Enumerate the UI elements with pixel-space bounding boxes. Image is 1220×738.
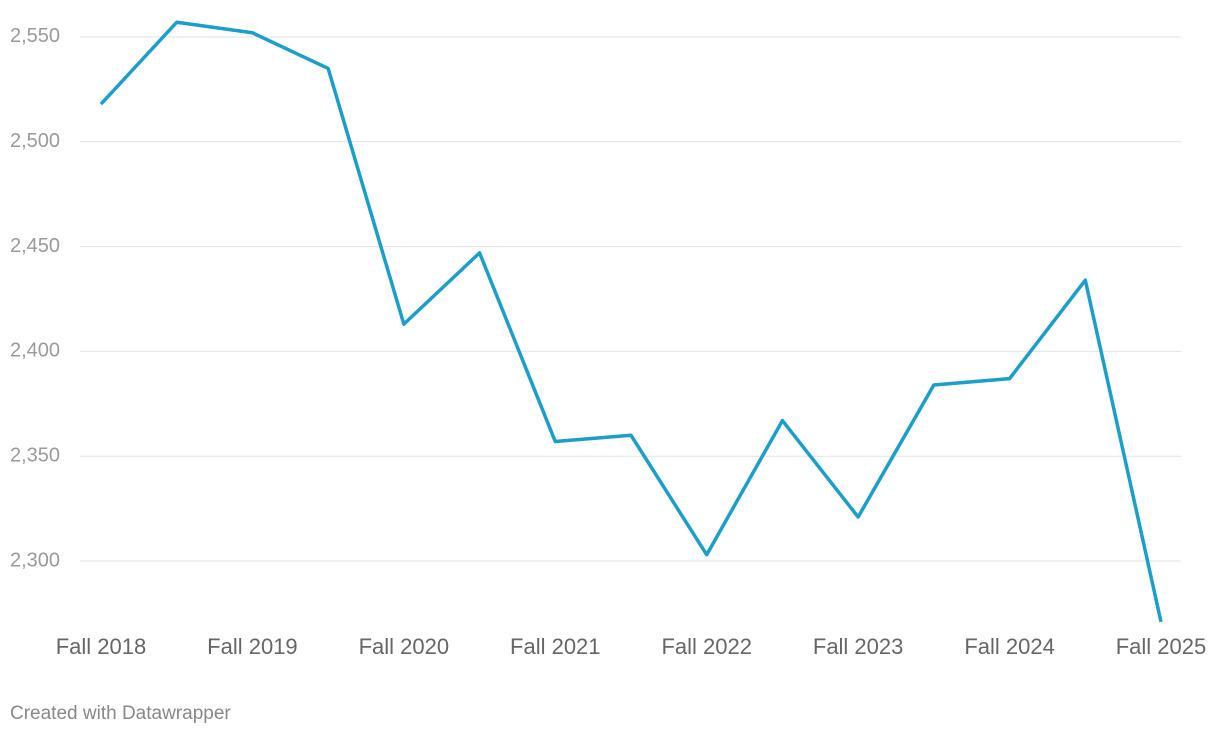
y-tick-label: 2,450: [10, 235, 60, 257]
x-tick-label: Fall 2024: [964, 634, 1055, 659]
x-tick-label: Fall 2019: [207, 634, 298, 659]
y-tick-label: 2,300: [10, 549, 60, 571]
x-tick-label: Fall 2023: [813, 634, 904, 659]
y-tick-label: 2,550: [10, 25, 60, 47]
credit: Created with Datawrapper: [10, 703, 231, 724]
x-tick-label: Fall 2022: [661, 634, 752, 659]
line: [99, 20, 1163, 623]
x-tick-label: Fall 2020: [359, 634, 450, 659]
x-tick-label: Fall 2018: [56, 634, 147, 659]
y-tick-label: 2,400: [10, 340, 60, 362]
x-tick-label: Fall 2021: [510, 634, 601, 659]
y-tick-label: 2,500: [10, 130, 60, 152]
x-tick-label: Fall 2025: [1116, 634, 1207, 659]
y-tick-label: 2,350: [10, 444, 60, 466]
